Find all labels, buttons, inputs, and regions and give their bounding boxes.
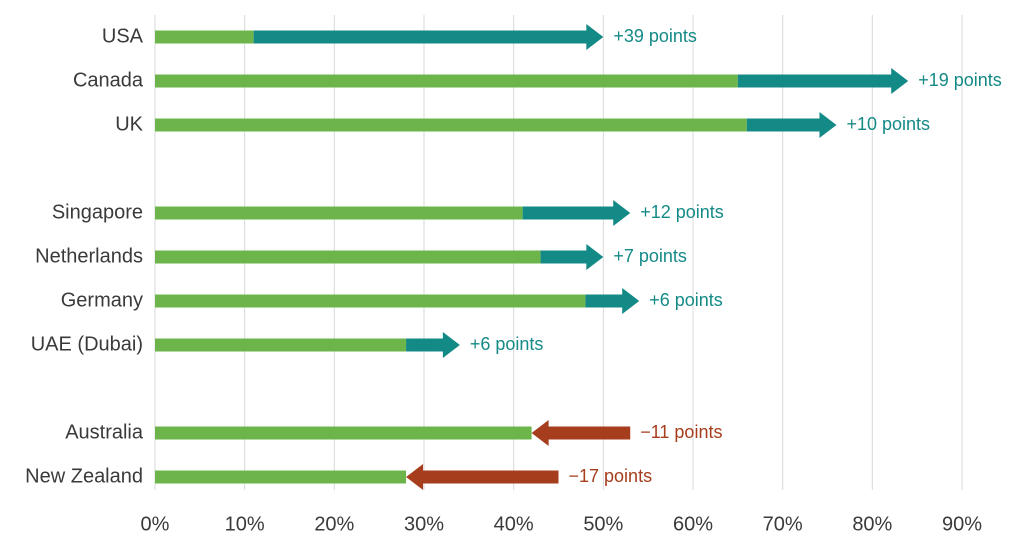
base-bar <box>155 206 523 220</box>
change-arrow <box>746 112 837 138</box>
x-tick-label: 20% <box>314 513 354 535</box>
x-tick-label: 30% <box>404 513 444 535</box>
change-label: −11 points <box>640 422 722 442</box>
x-tick-label: 60% <box>673 513 713 535</box>
change-arrow <box>531 420 631 446</box>
change-arrow <box>585 288 640 314</box>
base-bar <box>155 294 586 308</box>
x-tick-label: 50% <box>583 513 623 535</box>
x-tick-label: 90% <box>942 513 982 535</box>
x-tick-label: 40% <box>494 513 534 535</box>
category-label: Germany <box>61 289 143 311</box>
change-arrow <box>406 464 559 490</box>
category-label: Netherlands <box>35 245 143 267</box>
change-arrow <box>737 68 909 94</box>
change-label: +39 points <box>613 26 697 46</box>
category-label: Australia <box>65 421 144 443</box>
x-tick-label: 70% <box>763 513 803 535</box>
base-bar <box>155 250 541 264</box>
x-tick-label: 80% <box>852 513 892 535</box>
category-label: Canada <box>73 69 144 91</box>
base-bar <box>155 426 532 440</box>
category-label: UAE (Dubai) <box>31 333 143 355</box>
change-arrow <box>540 244 604 270</box>
x-tick-label: 10% <box>225 513 265 535</box>
change-arrow <box>253 24 604 50</box>
base-bar <box>155 30 254 44</box>
change-label: +6 points <box>649 290 723 310</box>
change-arrow <box>522 200 631 226</box>
base-bar <box>155 74 738 88</box>
category-label: UK <box>115 113 143 135</box>
change-label: −17 points <box>569 466 653 486</box>
base-bar <box>155 338 407 352</box>
category-label: New Zealand <box>25 465 143 487</box>
base-bar <box>155 118 747 132</box>
change-label: +7 points <box>613 246 687 266</box>
change-label: +6 points <box>470 334 544 354</box>
change-label: +19 points <box>918 70 1002 90</box>
change-label: +10 points <box>846 114 930 134</box>
change-label: +12 points <box>640 202 724 222</box>
change-arrow <box>406 332 460 358</box>
base-bar <box>155 470 407 484</box>
x-tick-label: 0% <box>141 513 170 535</box>
category-label: Singapore <box>52 201 143 223</box>
category-label: USA <box>102 25 144 47</box>
